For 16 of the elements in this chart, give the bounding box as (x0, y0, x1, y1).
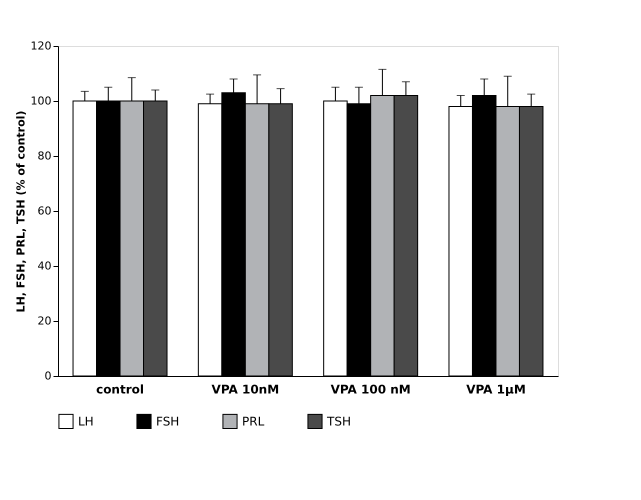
legend-label: FSH (156, 414, 180, 428)
y-tick-label: 100 (30, 94, 52, 108)
y-tick-label: 80 (38, 150, 52, 162)
y-tick-label: 60 (38, 204, 52, 218)
y-tick-label: 20 (38, 314, 52, 328)
y-tick-label: 0 (44, 370, 52, 382)
y-tick-label: 40 (38, 260, 52, 272)
legend-label: PRL (242, 414, 265, 428)
x-tick-label: VPA 1µM (466, 382, 526, 396)
x-tick-label: VPA 100 nM (330, 382, 411, 396)
x-tick-label: VPA 10nM (212, 382, 280, 396)
x-tick-label: control (96, 382, 144, 396)
legend-label: TSH (326, 414, 351, 428)
legend-label: LH (78, 414, 94, 428)
y-tick-label: 120 (30, 40, 52, 52)
y-axis-title: LH, FSH, PRL, TSH (% of control) (14, 110, 28, 312)
